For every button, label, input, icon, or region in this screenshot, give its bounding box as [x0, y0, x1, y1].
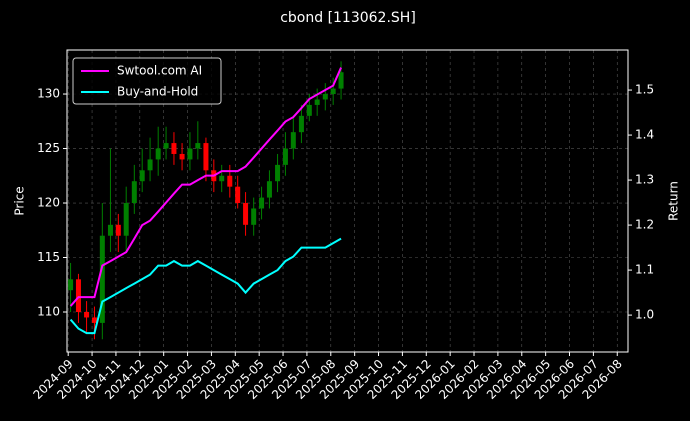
- y-axis-label: Price: [13, 186, 27, 215]
- candle-body: [290, 132, 296, 149]
- candle-body: [187, 148, 193, 160]
- candle-body: [171, 143, 177, 154]
- candle-body: [107, 224, 113, 236]
- candle-body: [314, 99, 320, 105]
- return-line: [69, 237, 342, 335]
- candle-body: [123, 203, 129, 236]
- candle-body: [195, 143, 201, 149]
- candle-body: [68, 279, 74, 291]
- candle-body: [227, 175, 233, 187]
- candle-body: [179, 153, 185, 160]
- candle-body: [131, 181, 137, 204]
- candle-body: [75, 279, 81, 313]
- candle-body: [251, 208, 257, 225]
- candle-body: [115, 224, 121, 236]
- legend-box: [72, 57, 222, 105]
- candle-body: [163, 143, 169, 149]
- candle-body: [155, 148, 161, 160]
- candle-body: [338, 72, 344, 89]
- candle-body: [322, 94, 328, 100]
- legend-label: Buy-and-Hold: [117, 85, 198, 99]
- y-tick-label: 125: [37, 141, 60, 155]
- candle-body: [91, 317, 97, 323]
- candle-body: [259, 197, 265, 209]
- y2-tick-label: 1.5: [635, 83, 654, 97]
- y2-axis-label: Return: [667, 181, 681, 221]
- candle-body: [84, 312, 90, 318]
- candle-body: [147, 159, 153, 171]
- y2-tick-label: 1.1: [635, 263, 654, 277]
- plot-frame: [66, 49, 629, 353]
- candle-body: [282, 148, 288, 165]
- candle-body: [243, 203, 249, 225]
- candle-body: [275, 164, 281, 182]
- candle-body: [139, 170, 145, 182]
- y-tick-label: 110: [37, 305, 60, 319]
- legend-label: Swtool.com AI: [117, 64, 202, 78]
- y2-tick-label: 1.4: [635, 128, 654, 142]
- y-tick-label: 115: [37, 250, 60, 264]
- chart-title: cbond [113062.SH]: [280, 10, 416, 26]
- candle-body: [266, 181, 272, 198]
- candle-body: [99, 235, 105, 323]
- return-line: [69, 67, 342, 307]
- candle-body: [235, 186, 241, 204]
- candle-body: [219, 175, 225, 182]
- y2-tick-label: 1.0: [635, 308, 654, 322]
- candle-body: [298, 115, 304, 133]
- candle-body: [306, 104, 312, 116]
- y2-tick-label: 1.2: [635, 218, 654, 232]
- y2-tick-label: 1.3: [635, 173, 654, 187]
- candle-body: [203, 143, 209, 171]
- y-tick-label: 130: [37, 87, 60, 101]
- y-tick-label: 120: [37, 196, 60, 210]
- candle-body: [330, 88, 336, 95]
